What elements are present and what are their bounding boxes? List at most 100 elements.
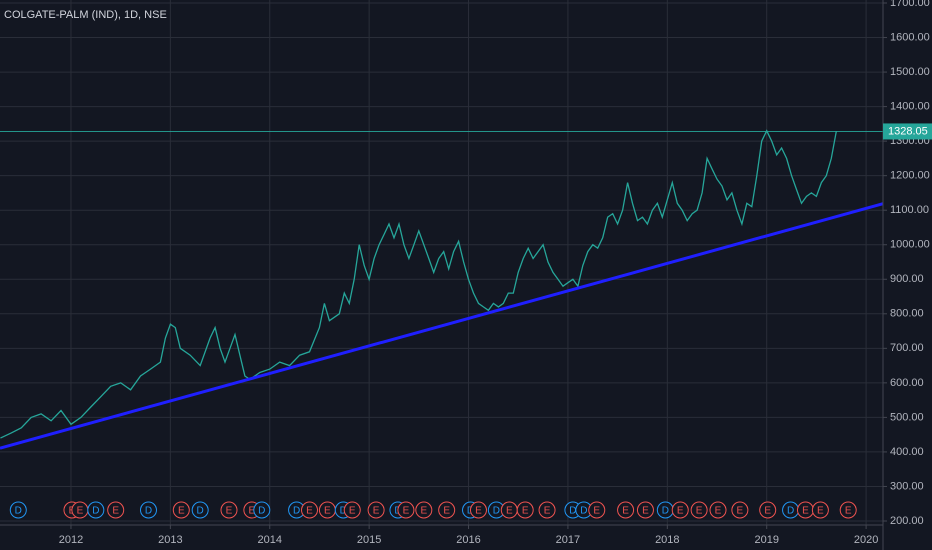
event-label: E <box>420 506 427 517</box>
y-tick-label: 800.00 <box>890 308 924 320</box>
y-tick-label: 1500.00 <box>890 66 930 78</box>
event-label: E <box>764 506 771 517</box>
plot: DEEDEDEDEEDDEEDEEDEEEDEDEEEDDEEEDEEEEEDE… <box>0 129 884 519</box>
event-label: E <box>677 506 684 517</box>
x-tick-label: 2015 <box>357 534 381 546</box>
event-label: E <box>544 506 551 517</box>
event-marker <box>636 501 654 519</box>
y-tick-label: 1600.00 <box>890 31 930 43</box>
y-tick-label: 200.00 <box>890 515 924 527</box>
event-marker <box>617 501 635 519</box>
event-marker <box>220 501 238 519</box>
x-tick-label: 2018 <box>655 534 679 546</box>
event-marker <box>191 501 209 519</box>
event-label: D <box>92 506 99 517</box>
event-marker <box>107 501 125 519</box>
event-label: E <box>696 506 703 517</box>
x-tick-label: 2019 <box>754 534 778 546</box>
event-marker <box>690 501 708 519</box>
x-tick-label: 2017 <box>556 534 580 546</box>
event-label: E <box>324 506 331 517</box>
event-label: E <box>802 506 809 517</box>
event-marker <box>709 501 727 519</box>
x-tick-label: 2020 <box>854 534 878 546</box>
event-label: E <box>715 506 722 517</box>
y-tick-label: 1000.00 <box>890 239 930 251</box>
y-tick-label: 900.00 <box>890 273 924 285</box>
last-price-label: 1328.05 <box>888 125 928 137</box>
event-label: E <box>593 506 600 517</box>
event-label: E <box>403 506 410 517</box>
event-label: D <box>197 506 204 517</box>
event-label: E <box>349 506 356 517</box>
event-label: E <box>226 506 233 517</box>
event-marker <box>253 501 271 519</box>
grid <box>0 0 883 525</box>
event-label: E <box>642 506 649 517</box>
event-label: D <box>293 506 300 517</box>
y-tick-label: 1400.00 <box>890 101 930 113</box>
event-label: E <box>112 506 119 517</box>
event-marker <box>87 501 105 519</box>
event-marker <box>415 501 433 519</box>
event-marker <box>759 501 777 519</box>
event-label: D <box>493 506 500 517</box>
chart-title: COLGATE-PALM (IND), 1D, NSE <box>4 9 167 21</box>
event-marker <box>469 501 487 519</box>
event-marker <box>588 501 606 519</box>
event-marker <box>9 501 27 519</box>
y-tick-label: 700.00 <box>890 342 924 354</box>
event-label: E <box>178 506 185 517</box>
y-tick-label: 1100.00 <box>890 204 929 216</box>
event-label: D <box>787 506 794 517</box>
y-tick-label: 500.00 <box>890 411 924 423</box>
event-label: E <box>522 506 529 517</box>
event-marker <box>731 501 749 519</box>
x-tick-label: 2013 <box>158 534 182 546</box>
event-marker <box>438 501 456 519</box>
x-tick-label: 2014 <box>258 534 282 546</box>
event-marker <box>839 501 857 519</box>
event-label: D <box>145 506 152 517</box>
event-marker <box>516 501 534 519</box>
event-label: E <box>443 506 450 517</box>
price-line <box>0 129 837 439</box>
event-marker <box>139 501 157 519</box>
event-label: E <box>475 506 482 517</box>
event-label: D <box>569 506 576 517</box>
event-label: E <box>249 506 256 517</box>
event-marker <box>367 501 385 519</box>
y-tick-label: 400.00 <box>890 446 924 458</box>
x-tick-label: 2012 <box>59 534 83 546</box>
event-marker <box>397 501 415 519</box>
x-tick-label: 2016 <box>456 534 480 546</box>
event-label: D <box>340 506 347 517</box>
event-label: E <box>373 506 380 517</box>
event-label: D <box>258 506 265 517</box>
y-tick-label: 1700.00 <box>890 0 930 9</box>
y-tick-label: 300.00 <box>890 480 924 492</box>
y-tick-label: 1200.00 <box>890 170 930 182</box>
event-label: D <box>15 506 22 517</box>
event-label: E <box>506 506 513 517</box>
trend-line <box>0 202 884 450</box>
event-marker <box>671 501 689 519</box>
last-price-box <box>883 123 932 140</box>
event-label: E <box>845 506 852 517</box>
event-label: E <box>306 506 313 517</box>
event-label: D <box>662 506 669 517</box>
event-label: E <box>817 506 824 517</box>
event-marker <box>301 501 319 519</box>
event-marker <box>172 501 190 519</box>
axes: 200.00 300.00 400.00 500.00 600.00 700.00 800.… <box>59 0 932 546</box>
event-marker <box>538 501 556 519</box>
event-label: E <box>77 506 84 517</box>
event-marker <box>811 501 829 519</box>
event-marker <box>343 501 361 519</box>
event-label: E <box>737 506 744 517</box>
y-tick-label: 600.00 <box>890 377 924 389</box>
event-label: D <box>580 506 587 517</box>
event-label: E <box>622 506 629 517</box>
